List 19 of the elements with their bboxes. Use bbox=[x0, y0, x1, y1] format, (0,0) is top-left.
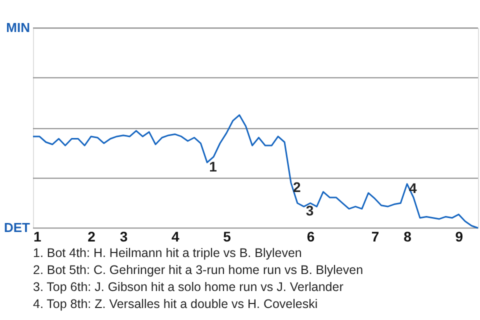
x-tick-label: 2 bbox=[88, 228, 96, 244]
x-tick-label: 4 bbox=[171, 228, 180, 244]
text: 4. Top 8th: Z. Versalles hit a double vs H. Coveleski bbox=[33, 297, 318, 311]
x-tick-label: 9 bbox=[455, 228, 464, 244]
annotation: 3 bbox=[306, 202, 314, 219]
x-tick-label: 8 bbox=[404, 228, 412, 244]
annotation: 2 bbox=[292, 178, 301, 195]
text: 3. Top 6th: J. Gibson hit a solo home run vs J. Verlander bbox=[33, 280, 344, 294]
x-tick-label: 3 bbox=[120, 228, 128, 244]
text: 1. Bot 4th: H. Heilmann hit a triple vs B. Blyleven bbox=[33, 246, 302, 260]
x-tick-label: 7 bbox=[371, 228, 380, 244]
x-tick-label: 1 bbox=[34, 228, 42, 244]
x-tick-label: 6 bbox=[306, 228, 315, 244]
annotation: 4 bbox=[409, 180, 418, 196]
text: 2. Bot 5th: C. Gehringer hit a 3-run home run vs B. Blyleven bbox=[33, 263, 364, 277]
x-tick-label: 5 bbox=[223, 228, 232, 244]
ref-line-label: MIN bbox=[6, 20, 30, 35]
annotation: 1 bbox=[209, 158, 218, 174]
ref-line-label: DET bbox=[4, 220, 30, 235]
